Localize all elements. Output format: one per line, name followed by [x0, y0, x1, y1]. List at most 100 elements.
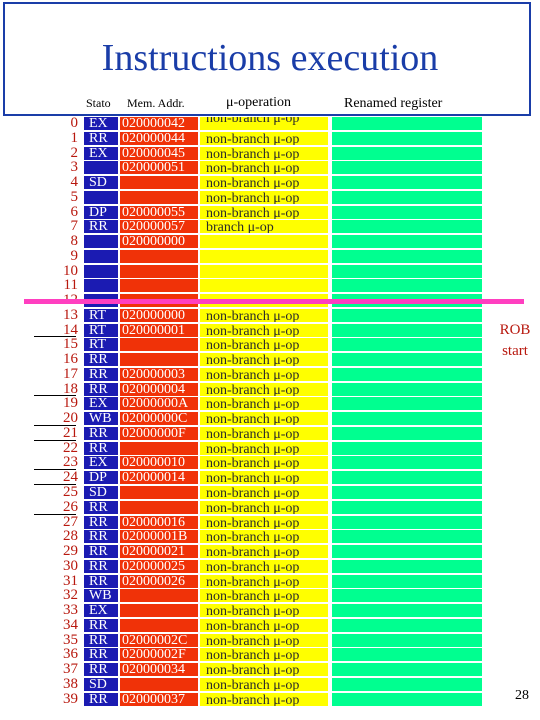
- row-index: 1: [70, 129, 79, 146]
- stato-cell: RT: [84, 308, 118, 322]
- stato-value: RT: [89, 308, 107, 322]
- micro-op-cell: non-branch μ-op: [200, 353, 328, 367]
- table-row: 39 RR 020000037 non-branch μ-op: [0, 691, 540, 706]
- row-index: 15: [63, 336, 78, 353]
- header-stato: Stato: [86, 96, 111, 110]
- mem-addr-cell: [120, 338, 198, 352]
- row-separator: [34, 439, 76, 441]
- stato-cell: RR: [84, 500, 118, 514]
- renamed-register-cell: [332, 205, 482, 219]
- micro-op-cell: non-branch μ-op: [200, 176, 328, 190]
- table-row: 25 SD non-branch μ-op: [0, 485, 540, 500]
- mem-addr-cell: 020000000: [120, 308, 198, 322]
- mem-addr-cell: 02000002F: [120, 648, 198, 662]
- renamed-register-cell: [332, 604, 482, 618]
- stato-cell: DP: [84, 205, 118, 219]
- mem-addr-cell: 02000000F: [120, 426, 198, 440]
- stato-cell: RR: [84, 648, 118, 662]
- stato-value: WB: [89, 589, 112, 603]
- micro-op-cell: non-branch μ-op: [200, 663, 328, 677]
- micro-op-cell: non-branch μ-op: [200, 412, 328, 426]
- stato-value: RR: [89, 663, 108, 677]
- mem-addr-cell: [120, 264, 198, 278]
- stato-value: DP: [89, 471, 107, 485]
- micro-op-value: non-branch μ-op: [206, 618, 300, 632]
- stato-cell: RR: [84, 515, 118, 529]
- row-separator: [34, 513, 76, 515]
- row-index: 38: [63, 675, 78, 692]
- micro-op-value: non-branch μ-op: [206, 117, 300, 126]
- renamed-register-cell: [332, 338, 482, 352]
- table-row: 7 RR 020000057 branch μ-op: [0, 219, 540, 234]
- stato-value: RR: [89, 633, 108, 647]
- table-row: 4 SD non-branch μ-op: [0, 175, 540, 190]
- table-row: 18 RR 020000004 non-branch μ-op: [0, 381, 540, 396]
- table-row: 28 RR 02000001B non-branch μ-op: [0, 529, 540, 544]
- micro-op-value: non-branch μ-op: [206, 441, 300, 455]
- micro-op-value: non-branch μ-op: [206, 456, 300, 470]
- micro-op-cell: non-branch μ-op: [200, 515, 328, 529]
- row-index: 19: [63, 395, 78, 412]
- mem-addr-cell: [120, 604, 198, 618]
- micro-op-cell: non-branch μ-op: [200, 692, 328, 706]
- renamed-register-cell: [332, 220, 482, 234]
- table-row: 3 020000051 non-branch μ-op: [0, 160, 540, 175]
- renamed-register-cell: [332, 412, 482, 426]
- mem-addr-value: 020000010: [122, 456, 185, 470]
- stato-cell: SD: [84, 677, 118, 691]
- renamed-register-cell: [332, 515, 482, 529]
- mem-addr-value: 020000000: [122, 235, 185, 249]
- table-row: 5 non-branch μ-op: [0, 189, 540, 204]
- table-row: 17 RR 020000003 non-branch μ-op: [0, 366, 540, 381]
- micro-op-cell: non-branch μ-op: [200, 559, 328, 573]
- micro-op-value: non-branch μ-op: [206, 471, 300, 485]
- row-index: 34: [63, 616, 78, 633]
- stato-cell: RR: [84, 545, 118, 559]
- renamed-register-cell: [332, 308, 482, 322]
- stato-value: RR: [89, 618, 108, 632]
- mem-addr-value: 02000000F: [122, 426, 186, 440]
- mem-addr-value: 020000051: [122, 161, 185, 175]
- micro-op-value: non-branch μ-op: [206, 367, 300, 381]
- table-row: 31 RR 020000026 non-branch μ-op: [0, 573, 540, 588]
- micro-op-cell: non-branch μ-op: [200, 190, 328, 204]
- renamed-register-cell: [332, 117, 482, 130]
- micro-op-value: non-branch μ-op: [206, 604, 300, 618]
- mem-addr-cell: 020000034: [120, 663, 198, 677]
- row-index: 20: [63, 410, 78, 427]
- micro-op-cell: non-branch μ-op: [200, 131, 328, 145]
- table-row: 11: [0, 278, 540, 293]
- table-row: 1 RR 020000044 non-branch μ-op: [0, 129, 540, 146]
- stato-cell: RR: [84, 663, 118, 677]
- row-index: 35: [63, 631, 78, 648]
- table-row: 15 RT non-branch μ-op: [0, 336, 540, 353]
- row-index: 21: [63, 424, 78, 441]
- renamed-register-cell: [332, 530, 482, 544]
- micro-op-value: non-branch μ-op: [206, 308, 300, 322]
- stato-cell: DP: [84, 471, 118, 485]
- renamed-register-cell: [332, 367, 482, 381]
- table-row: 30 RR 020000025 non-branch μ-op: [0, 558, 540, 573]
- table-row: 34 RR non-branch μ-op: [0, 616, 540, 633]
- stato-cell: [84, 264, 118, 278]
- stato-value: RR: [89, 648, 108, 662]
- stato-cell: RR: [84, 692, 118, 706]
- table-row: 19 EX 02000000A non-branch μ-op: [0, 395, 540, 412]
- micro-op-value: non-branch μ-op: [206, 589, 300, 603]
- table-row: 32 WB non-branch μ-op: [0, 588, 540, 603]
- stato-cell: EX: [84, 117, 118, 130]
- renamed-register-cell: [332, 382, 482, 396]
- stato-cell: WB: [84, 412, 118, 426]
- page-number: 28: [515, 688, 529, 703]
- renamed-register-cell: [332, 456, 482, 470]
- mem-addr-cell: [120, 176, 198, 190]
- stato-value: RR: [89, 500, 108, 514]
- stato-value: EX: [89, 456, 108, 470]
- renamed-register-cell: [332, 545, 482, 559]
- renamed-register-cell: [332, 176, 482, 190]
- micro-op-cell: non-branch μ-op: [200, 471, 328, 485]
- row-index: 16: [63, 351, 78, 368]
- table-row: 0 EX 020000042 non-branch μ-op: [0, 116, 540, 131]
- mem-addr-cell: 020000055: [120, 205, 198, 219]
- mem-addr-cell: 02000000A: [120, 397, 198, 411]
